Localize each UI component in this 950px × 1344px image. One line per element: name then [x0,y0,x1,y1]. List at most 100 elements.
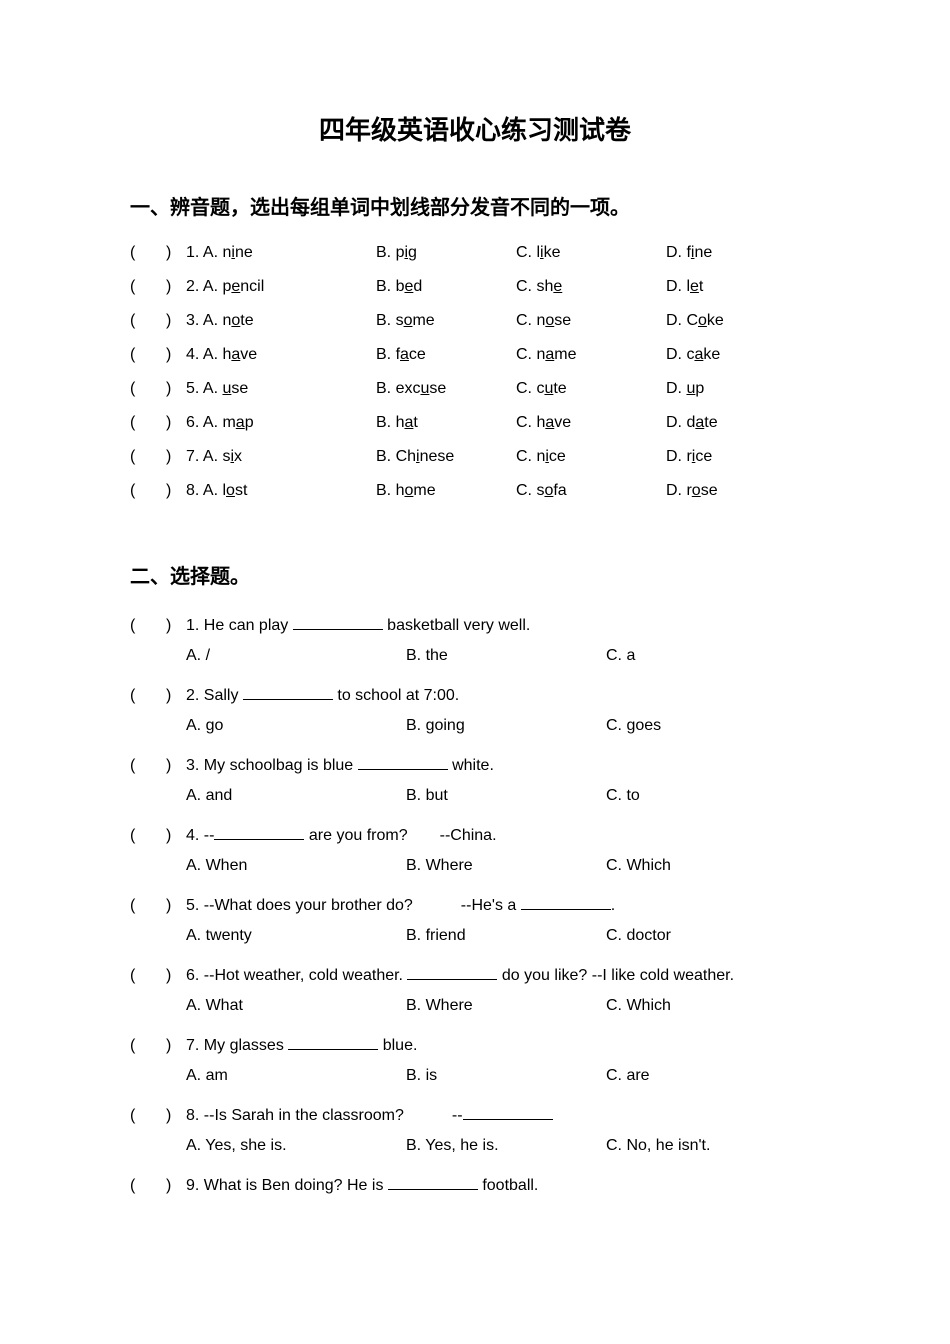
phonetics-option: D. date [666,414,786,432]
mc-option: B. friend [406,927,606,945]
phonetics-option: 8. A. lost [186,482,376,500]
phonetics-row: ()4. A. haveB. faceC. nameD. cake [130,346,820,364]
phonetics-row: ()1. A. nineB. pigC. likeD. fine [130,244,820,262]
answer-blank[interactable]: () [130,1107,186,1125]
mc-question: ()8. --Is Sarah in the classroom? -- [130,1103,820,1125]
mc-question: ()7. My glasses blue. [130,1033,820,1055]
mc-question: ()2. Sally to school at 7:00. [130,683,820,705]
mc-options: A. Yes, she is.B. Yes, he is.C. No, he i… [186,1137,820,1155]
mc-question-text: 5. --What does your brother do? --He's a… [186,893,820,915]
phonetics-option: D. up [666,380,786,398]
phonetics-option: C. like [516,244,666,262]
section-2-heading: 二、选择题。 [130,560,820,589]
page: 四年级英语收心练习测试卷 一、辨音题，选出每组单词中划线部分发音不同的一项。 (… [0,0,950,1344]
answer-blank[interactable]: () [130,482,186,500]
mc-question: ()6. --Hot weather, cold weather. do you… [130,963,820,985]
mc-options: A. amB. isC. are [186,1067,820,1085]
mc-option: B. but [406,787,606,805]
phonetics-row: ()8. A. lostB. homeC. sofaD. rose [130,482,820,500]
phonetics-option: B. pig [376,244,516,262]
section-1-heading: 一、辨音题，选出每组单词中划线部分发音不同的一项。 [130,191,820,220]
mc-option: C. Which [606,997,806,1015]
phonetics-option: B. home [376,482,516,500]
mc-option: C. Which [606,857,806,875]
phonetics-option: C. she [516,278,666,296]
answer-blank[interactable]: () [130,1037,186,1055]
answer-blank[interactable]: () [130,757,186,775]
mc-question: ()5. --What does your brother do? --He's… [130,893,820,915]
phonetics-option: B. face [376,346,516,364]
mc-question-text: 4. -- are you from? --China. [186,823,820,845]
mc-option: A. go [186,717,406,735]
mc-option: A. / [186,647,406,665]
phonetics-option: C. nose [516,312,666,330]
phonetics-row: ()5. A. useB. excuseC. cuteD. up [130,380,820,398]
phonetics-option: 4. A. have [186,346,376,364]
mc-options: A. andB. butC. to [186,787,820,805]
mc-option: B. Where [406,857,606,875]
mc-question-text: 9. What is Ben doing? He is football. [186,1173,820,1195]
mc-options: A. WhatB. WhereC. Which [186,997,820,1015]
phonetics-option: 3. A. note [186,312,376,330]
phonetics-option: 6. A. map [186,414,376,432]
mc-question-text: 8. --Is Sarah in the classroom? -- [186,1103,820,1125]
answer-blank[interactable]: () [130,617,186,635]
phonetics-option: 5. A. use [186,380,376,398]
phonetics-option: 1. A. nine [186,244,376,262]
answer-blank[interactable]: () [130,1177,186,1195]
phonetics-option: 7. A. six [186,448,376,466]
phonetics-option: C. name [516,346,666,364]
page-title: 四年级英语收心练习测试卷 [130,110,820,147]
answer-blank[interactable]: () [130,687,186,705]
mc-option: C. No, he isn't. [606,1137,806,1155]
mc-options: A. WhenB. WhereC. Which [186,857,820,875]
answer-blank[interactable]: () [130,278,186,296]
mc-option: C. a [606,647,806,665]
answer-blank[interactable]: () [130,827,186,845]
phonetics-option: D. rice [666,448,786,466]
mc-question-text: 7. My glasses blue. [186,1033,820,1055]
phonetics-option: C. nice [516,448,666,466]
phonetics-row: ()7. A. sixB. ChineseC. niceD. rice [130,448,820,466]
phonetics-option: C. cute [516,380,666,398]
phonetics-option: D. let [666,278,786,296]
answer-blank[interactable]: () [130,312,186,330]
phonetics-option: 2. A. pencil [186,278,376,296]
mc-option: A. What [186,997,406,1015]
answer-blank[interactable]: () [130,244,186,262]
phonetics-option: B. Chinese [376,448,516,466]
mc-options: A. goB. goingC. goes [186,717,820,735]
mc-options: A. twentyB. friendC. doctor [186,927,820,945]
mc-option: C. to [606,787,806,805]
answer-blank[interactable]: () [130,897,186,915]
answer-blank[interactable]: () [130,380,186,398]
mc-question-text: 6. --Hot weather, cold weather. do you l… [186,963,820,985]
phonetics-option: B. bed [376,278,516,296]
phonetics-option: B. excuse [376,380,516,398]
answer-blank[interactable]: () [130,448,186,466]
mc-question-text: 3. My schoolbag is blue white. [186,753,820,775]
answer-blank[interactable]: () [130,967,186,985]
mc-option: B. Yes, he is. [406,1137,606,1155]
phonetics-option: D. rose [666,482,786,500]
answer-blank[interactable]: () [130,414,186,432]
mc-question: ()9. What is Ben doing? He is football. [130,1173,820,1195]
mc-option: A. When [186,857,406,875]
phonetics-option: D. fine [666,244,786,262]
mc-option: B. is [406,1067,606,1085]
mc-option: B. going [406,717,606,735]
mc-option: A. and [186,787,406,805]
mc-option: B. Where [406,997,606,1015]
phonetics-row: ()2. A. pencilB. bedC. sheD. let [130,278,820,296]
phonetics-option: B. hat [376,414,516,432]
mc-question: ()4. -- are you from? --China. [130,823,820,845]
multiple-choice-block: ()1. He can play basketball very well.A.… [130,613,820,1195]
mc-question: ()3. My schoolbag is blue white. [130,753,820,775]
phonetics-table: ()1. A. nineB. pigC. likeD. fine()2. A. … [130,244,820,500]
answer-blank[interactable]: () [130,346,186,364]
phonetics-row: ()3. A. noteB. someC. noseD. Coke [130,312,820,330]
mc-option: C. are [606,1067,806,1085]
phonetics-option: D. cake [666,346,786,364]
phonetics-option: D. Coke [666,312,786,330]
mc-option: C. doctor [606,927,806,945]
